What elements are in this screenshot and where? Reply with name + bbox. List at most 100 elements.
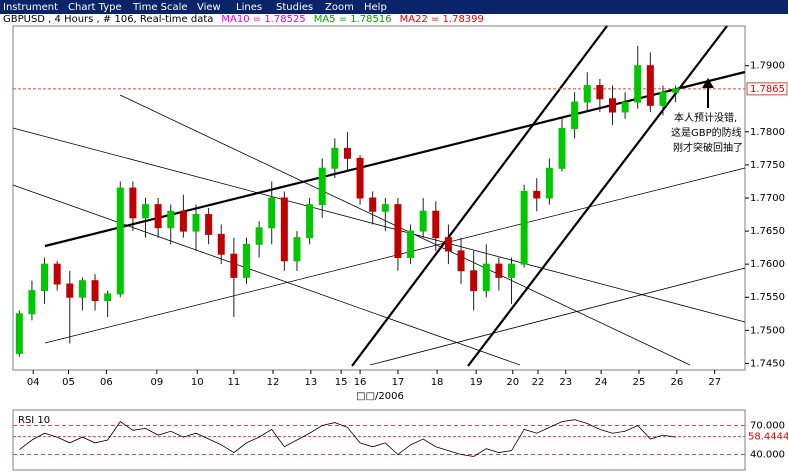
candle-body xyxy=(205,214,213,235)
candle-body xyxy=(104,293,112,302)
y-tick-label: 40.000 xyxy=(750,450,785,461)
x-tick-label: 24 xyxy=(595,377,608,388)
candle-body xyxy=(520,190,528,265)
candle-body xyxy=(495,263,503,278)
candle-body xyxy=(381,204,389,212)
x-tick-label: 04 xyxy=(27,377,40,388)
menu-item[interactable]: Lines xyxy=(236,2,262,13)
menu-item[interactable]: Instrument xyxy=(3,2,58,13)
menu-item[interactable]: Studies xyxy=(276,2,313,13)
candle-body xyxy=(154,204,162,229)
x-tick-label: 12 xyxy=(267,377,280,388)
candle-body xyxy=(583,85,591,103)
menu-item[interactable]: View xyxy=(197,2,221,13)
candle-body xyxy=(91,280,99,302)
candle-body xyxy=(41,263,49,292)
trend-lines xyxy=(12,25,746,367)
x-axis-label: □□/2006 xyxy=(356,391,404,402)
trend-line xyxy=(467,25,728,367)
trend-line xyxy=(351,25,608,367)
arrow-head xyxy=(702,78,714,88)
candle-body xyxy=(66,283,74,298)
candle-body xyxy=(293,237,301,262)
current-price-box xyxy=(746,82,788,96)
candle-body xyxy=(596,85,604,100)
annotation: 本人预计没错, xyxy=(674,111,737,124)
candle-body xyxy=(508,263,516,278)
x-tick-label: 27 xyxy=(708,377,721,388)
candle-body xyxy=(659,91,667,106)
candle-body xyxy=(217,233,225,255)
candle-body xyxy=(621,101,629,113)
candle-body xyxy=(482,263,490,292)
candle-body xyxy=(634,65,642,103)
x-tick-label: 26 xyxy=(670,377,683,388)
candle-body xyxy=(192,214,200,232)
candle-body xyxy=(230,253,238,278)
y-tick-label: 1.7650 xyxy=(750,226,785,237)
trend-line xyxy=(12,184,521,366)
y-tick-label: 70.000 xyxy=(750,420,785,431)
candle-body xyxy=(672,88,680,93)
rsi-line xyxy=(19,419,676,457)
candle-body xyxy=(470,270,478,292)
header-item: MA22 = 1.78399 xyxy=(400,14,484,25)
trend-line xyxy=(369,267,746,366)
candle-body xyxy=(419,210,427,232)
candle-body xyxy=(558,128,566,169)
rsi-plot xyxy=(12,409,746,471)
x-tick-label: 16 xyxy=(354,377,367,388)
menu-item[interactable]: Chart Type xyxy=(68,2,122,13)
candle-body xyxy=(53,263,61,285)
x-tick-label: 17 xyxy=(392,377,405,388)
y-tick-label: 1.7450 xyxy=(750,358,785,369)
annotation: 刚才突破回抽了 xyxy=(673,141,743,154)
x-tick-label: 25 xyxy=(633,377,646,388)
y-tick-label: 1.7500 xyxy=(750,325,785,336)
current-price-label: 1.7865 xyxy=(750,84,785,95)
annotation: 这是GBP的防线 xyxy=(671,126,742,139)
current-value-label: 58.4444 xyxy=(748,432,788,443)
candle-body xyxy=(432,210,440,239)
x-tick-label: 18 xyxy=(431,377,444,388)
candle-body xyxy=(318,167,326,206)
candle-body xyxy=(608,98,616,113)
trend-line xyxy=(44,70,746,248)
candle-body xyxy=(343,147,351,159)
candle-body xyxy=(242,243,250,278)
candle-body xyxy=(268,197,276,229)
rsi-title: RSI 10 xyxy=(18,415,50,426)
candle-body xyxy=(646,65,654,106)
header-item: GBPUSD , 4 Hours , # 106, Real-time data xyxy=(3,14,213,25)
candle-body xyxy=(179,210,187,232)
candle-body xyxy=(306,204,314,239)
x-tick-label: 10 xyxy=(191,377,204,388)
y-tick-label: 1.7700 xyxy=(750,193,785,204)
menu: Instrument Chart Type Time Scale View Lines S… xyxy=(3,2,387,13)
candle-body xyxy=(356,157,364,199)
menu-item[interactable]: Help xyxy=(364,2,387,13)
header-item: MA10 = 1.78525 xyxy=(221,14,305,25)
y-tick-label: 1.7900 xyxy=(750,61,785,72)
y-tick-label: 1.7550 xyxy=(750,292,785,303)
y-tick-label: 1.7800 xyxy=(750,127,785,138)
x-tick-label: 20 xyxy=(506,377,519,388)
candle-body xyxy=(394,204,402,259)
candle-body xyxy=(457,250,465,272)
menu-item[interactable]: Zoom xyxy=(325,2,354,13)
x-tick-label: 15 xyxy=(335,377,348,388)
header-item: MA5 = 1.78516 xyxy=(314,14,392,25)
chart-header: GBPUSD , 4 Hours , # 106, Real-time data… xyxy=(3,14,484,25)
x-tick-label: 13 xyxy=(304,377,317,388)
menu-item[interactable]: Time Scale xyxy=(132,2,188,13)
x-tick-label: 05 xyxy=(62,377,75,388)
x-tick-label: 22 xyxy=(532,377,545,388)
candle-body xyxy=(167,210,175,229)
x-tick-label: 19 xyxy=(470,377,483,388)
trend-line xyxy=(119,94,691,366)
candle-body xyxy=(255,227,263,245)
menu-bar xyxy=(0,0,788,14)
candle-body xyxy=(28,290,36,315)
candle-body xyxy=(129,187,137,219)
